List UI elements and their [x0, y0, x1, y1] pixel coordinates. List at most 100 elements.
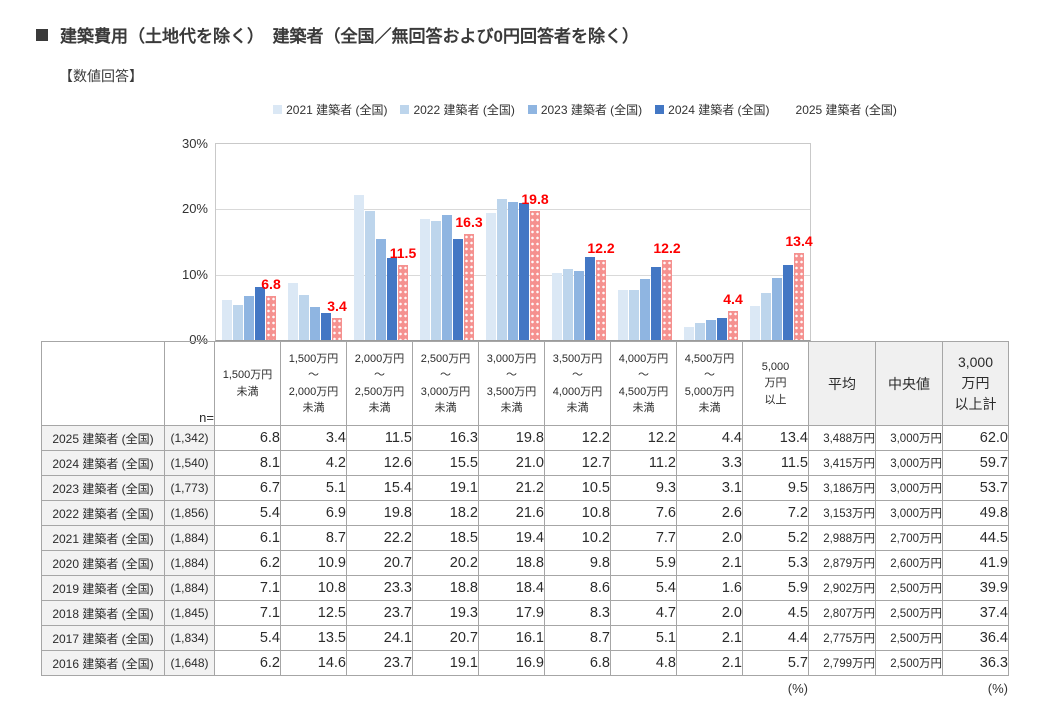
data-label-cat8: 4.4	[723, 291, 743, 308]
legend-swatch-icon	[400, 105, 410, 114]
cell-value: 12.2	[610, 425, 677, 451]
cell-value: 7.6	[610, 500, 677, 526]
bar-2024-cat7	[651, 266, 661, 340]
legend-swatch-icon	[655, 105, 665, 114]
cell-over3000-total: 36.3	[942, 650, 1009, 676]
bar-2021-cat8	[684, 326, 694, 340]
cell-mean: 2,799万円	[808, 650, 876, 676]
bar-2023-cat9	[772, 277, 782, 340]
cell-value: 18.8	[412, 575, 479, 601]
legend-item-2025: 2025 建築者 (全国)	[783, 101, 897, 118]
bar-2022-cat3	[365, 210, 375, 340]
row-label: 2020 建築者 (全国)	[41, 550, 165, 576]
table-header-row: n= 1,500万円 未満 1,500万円 ～ 2,000万円 未満 2,000万円 …	[41, 341, 1009, 426]
cell-median: 3,000万円	[875, 475, 943, 501]
cell-value: 11.5	[742, 450, 809, 476]
bar-2022-cat8	[695, 323, 705, 340]
cell-over3000-total: 62.0	[942, 425, 1009, 451]
cell-mean: 2,879万円	[808, 550, 876, 576]
bar-2024-cat9	[783, 264, 793, 340]
legend-label: 2022 建築者 (全国)	[413, 103, 515, 117]
cell-value: 5.4	[214, 500, 281, 526]
bar-2025-cat6	[596, 260, 606, 340]
cell-value: 5.9	[610, 550, 677, 576]
cell-value: 18.2	[412, 500, 479, 526]
cell-value: 3.3	[676, 450, 743, 476]
row-n: (1,884)	[164, 550, 215, 576]
data-label-cat1: 6.8	[261, 275, 281, 292]
bar-2024-cat4	[453, 238, 463, 340]
bar-2024-cat5	[519, 202, 529, 340]
y-axis-tick-30: 30%	[181, 136, 208, 151]
table-row-2019: 2019 建築者 (全国) (1,884) 7.1 10.8 23.3 18.8 18.4 8…	[41, 575, 1009, 601]
cell-value: 2.1	[676, 625, 743, 651]
bar-2022-cat5	[497, 198, 507, 340]
row-label: 2016 建築者 (全国)	[41, 650, 165, 676]
cell-over3000-total: 39.9	[942, 575, 1009, 601]
cell-over3000-total: 59.7	[942, 450, 1009, 476]
bar-2022-cat1	[233, 304, 243, 340]
cell-mean: 2,902万円	[808, 575, 876, 601]
legend-swatch-icon	[783, 105, 792, 114]
percent-unit-label-right: (%)	[987, 681, 1008, 696]
col-header-3: 2,000万円 ～ 2,500万円 未満	[346, 341, 413, 426]
cell-value: 18.8	[478, 550, 545, 576]
bar-2023-cat2	[310, 306, 320, 340]
cell-value: 10.2	[544, 525, 611, 551]
cell-value: 6.7	[214, 475, 281, 501]
cell-median: 2,500万円	[875, 625, 943, 651]
cell-value: 7.1	[214, 575, 281, 601]
cell-value: 4.8	[610, 650, 677, 676]
bar-2023-cat4	[442, 215, 452, 340]
row-n: (1,773)	[164, 475, 215, 501]
legend-item-2021: 2021 建築者 (全国)	[273, 101, 387, 118]
cell-mean: 3,186万円	[808, 475, 876, 501]
data-label-cat3: 11.5	[389, 244, 417, 261]
table-row-2018: 2018 建築者 (全国) (1,845) 7.1 12.5 23.7 19.3 17.9 8…	[41, 600, 1009, 626]
cell-value: 12.6	[346, 450, 413, 476]
cell-value: 12.2	[544, 425, 611, 451]
row-n: (1,540)	[164, 450, 215, 476]
col-header-6: 3,500万円 ～ 4,000万円 未満	[544, 341, 611, 426]
bar-2023-cat3	[376, 239, 386, 340]
cell-value: 8.1	[214, 450, 281, 476]
bar-2022-cat7	[629, 290, 639, 340]
row-label: 2022 建築者 (全国)	[41, 500, 165, 526]
cell-value: 20.7	[346, 550, 413, 576]
cell-value: 8.3	[544, 600, 611, 626]
cell-value: 16.3	[412, 425, 479, 451]
table-row-2016: 2016 建築者 (全国) (1,648) 6.2 14.6 23.7 19.1 16.9 6…	[41, 650, 1009, 676]
cell-value: 11.5	[346, 425, 413, 451]
percent-unit-label-left: (%)	[787, 681, 808, 696]
row-n: (1,845)	[164, 600, 215, 626]
bar-2022-cat6	[563, 269, 573, 340]
cell-value: 10.8	[280, 575, 347, 601]
data-label-cat4: 16.3	[455, 213, 483, 230]
cell-value: 2.1	[676, 550, 743, 576]
cell-value: 5.3	[742, 550, 809, 576]
legend-label: 2024 建築者 (全国)	[668, 103, 770, 117]
bar-2023-cat8	[706, 319, 716, 340]
cell-value: 21.6	[478, 500, 545, 526]
cell-value: 1.6	[676, 575, 743, 601]
bar-2025-cat1	[266, 295, 276, 340]
cell-value: 12.7	[544, 450, 611, 476]
data-label-cat5: 19.8	[521, 190, 549, 207]
cell-value: 23.7	[346, 650, 413, 676]
bar-2023-cat6	[574, 271, 584, 340]
y-axis-tick-20: 20%	[181, 201, 208, 217]
cell-value: 21.2	[478, 475, 545, 501]
bar-2024-cat1	[255, 287, 265, 340]
col-header-9: 5,000 万円 以上	[742, 341, 809, 426]
bar-2025-cat2	[332, 317, 342, 340]
cell-value: 6.2	[214, 550, 281, 576]
legend-label: 2025 建築者 (全国)	[795, 103, 897, 117]
cell-value: 17.9	[478, 600, 545, 626]
cell-value: 7.2	[742, 500, 809, 526]
table-row-2025: 2025 建築者 (全国) (1,342) 6.8 3.4 11.5 16.3 19.8 12…	[41, 425, 1009, 451]
cell-mean: 3,415万円	[808, 450, 876, 476]
cell-value: 4.2	[280, 450, 347, 476]
cell-value: 16.1	[478, 625, 545, 651]
cell-median: 2,700万円	[875, 525, 943, 551]
cell-over3000-total: 49.8	[942, 500, 1009, 526]
